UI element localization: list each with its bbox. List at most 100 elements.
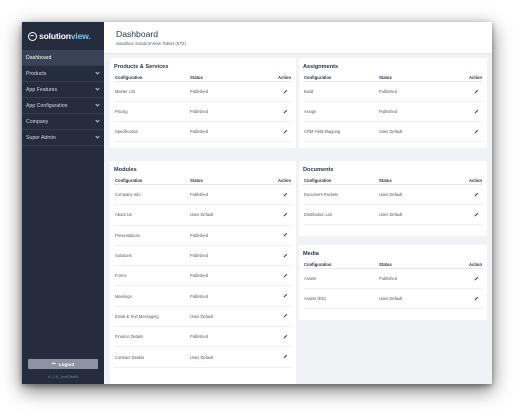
table-row: Document Packets Uses Default — [303, 185, 483, 205]
edit-button[interactable] — [250, 129, 292, 135]
card-title: Assignments — [303, 64, 339, 70]
table-row: About Us Uses Default — [114, 205, 292, 226]
edit-button[interactable] — [250, 273, 292, 279]
table-row: Pricing Published — [114, 102, 292, 122]
sidebar: solutionview. Dashboard Products App Featu… — [22, 22, 104, 384]
edit-button[interactable] — [439, 192, 483, 198]
sidebar-item-dashboard[interactable]: Dashboard — [22, 50, 104, 66]
column-header-configuration: Configuration — [304, 177, 332, 183]
row-configuration: Master List — [115, 89, 136, 94]
edit-button[interactable] — [250, 293, 292, 299]
row-status: Published — [190, 293, 208, 299]
card-media: Media Configuration Status Action Assets Publ… — [299, 245, 487, 320]
row-status: Uses Default — [190, 354, 214, 360]
edit-button[interactable] — [250, 109, 292, 115]
app-version: v1.2.5_1ee52bef4 — [47, 375, 79, 379]
row-status: Published — [190, 273, 208, 279]
card-title: Products & Services — [114, 64, 169, 70]
row-configuration: CRM Field Mapping — [304, 129, 341, 134]
sidebar-nav: Dashboard Products App Features App Configu… — [22, 50, 104, 146]
table-row: Assets Published — [303, 269, 483, 289]
column-header-status: Status — [379, 74, 392, 80]
table-row: Master List Published — [114, 82, 292, 102]
edit-button[interactable] — [439, 109, 483, 115]
table-row: CRM Field Mapping Uses Default — [303, 122, 483, 142]
edit-button[interactable] — [250, 192, 292, 198]
edit-button[interactable] — [250, 313, 292, 319]
card-title: Documents — [303, 167, 334, 173]
table-header: Configuration Status Action — [114, 176, 292, 185]
edit-button[interactable] — [250, 212, 292, 218]
row-status: Uses Default — [190, 212, 214, 218]
column-header-configuration: Configuration — [115, 74, 143, 80]
row-status: Published — [190, 192, 208, 198]
row-configuration: Email & Text Messaging — [115, 313, 159, 319]
brand-logo[interactable]: solutionview. — [22, 22, 104, 50]
table-row: Meetings Published — [114, 286, 292, 307]
table-header: Configuration Status Action — [303, 260, 483, 269]
table-header: Configuration Status Action — [303, 176, 483, 185]
chevron-down-icon — [95, 134, 100, 139]
edit-button[interactable] — [250, 253, 292, 259]
edit-button[interactable] — [250, 232, 292, 238]
sidebar-item-app-configuration[interactable]: App Configuration — [22, 98, 104, 114]
row-status: Uses Default — [379, 192, 403, 197]
pencil-icon — [283, 212, 288, 217]
chevron-down-icon — [95, 86, 100, 91]
pencil-icon — [283, 192, 288, 197]
row-configuration: Presentations — [115, 232, 141, 238]
edit-button[interactable] — [439, 212, 483, 218]
sidebar-item-super-admin[interactable]: Super Admin — [22, 130, 104, 146]
pencil-icon — [283, 293, 288, 298]
edit-button[interactable] — [250, 89, 292, 95]
row-configuration: Solutions — [115, 253, 132, 259]
page-subtitle: Sandbox SolutionView Tablet (572) — [116, 41, 186, 46]
table-row: Build Published — [303, 82, 483, 102]
table-header: Configuration Status Action — [303, 73, 483, 82]
chevron-down-icon — [95, 118, 100, 123]
edit-button[interactable] — [439, 296, 483, 302]
logo-mark-icon — [28, 31, 37, 41]
row-configuration: Finance Details — [115, 334, 144, 340]
logout-icon: ↦ — [51, 361, 56, 367]
logout-label: Logout — [58, 361, 75, 367]
edit-button[interactable] — [439, 89, 483, 95]
row-status: Published — [379, 276, 397, 281]
column-header-configuration: Configuration — [304, 261, 332, 267]
column-header-status: Status — [190, 74, 203, 80]
sidebar-item-label: App Features — [26, 86, 58, 93]
row-status: Published — [190, 89, 208, 94]
column-header-status: Status — [379, 177, 392, 183]
table-row: Solutions Published — [114, 246, 292, 267]
row-configuration: Specification — [115, 129, 139, 134]
table-row: Distribution List Uses Default — [303, 205, 483, 225]
table-row: Company Info Published — [114, 185, 292, 206]
edit-button[interactable] — [439, 276, 483, 282]
row-configuration: Pricing — [115, 109, 128, 114]
row-configuration: Distribution List — [304, 212, 332, 217]
logout-button[interactable]: ↦ Logout — [28, 359, 98, 369]
pencil-icon — [474, 192, 479, 197]
chevron-down-icon — [95, 70, 100, 75]
row-configuration: Assets — [304, 276, 317, 281]
edit-button[interactable] — [250, 334, 292, 340]
table-row: Forms Published — [114, 266, 292, 287]
table-row: Contract Details Uses Default — [114, 347, 292, 368]
main-content: Dashboard Sandbox SolutionView Tablet (5… — [104, 22, 492, 384]
sidebar-item-company[interactable]: Company — [22, 114, 104, 130]
brand-name-accent: view. — [70, 31, 91, 41]
table-row: Assign Published — [303, 102, 483, 122]
sidebar-item-label: Dashboard — [26, 54, 52, 61]
edit-button[interactable] — [439, 129, 483, 135]
column-header-configuration: Configuration — [115, 177, 143, 183]
column-header-action: Action — [468, 74, 482, 80]
edit-button[interactable] — [250, 354, 292, 360]
row-configuration: Document Packets — [304, 192, 339, 197]
row-configuration: Assets (EN) — [304, 296, 326, 301]
pencil-icon — [283, 232, 288, 237]
sidebar-item-app-features[interactable]: App Features — [22, 82, 104, 98]
card-assignments: Assignments Configuration Status Action Buil… — [299, 58, 487, 148]
sidebar-item-products[interactable]: Products — [22, 66, 104, 82]
column-header-action: Action — [468, 177, 482, 183]
sidebar-item-label: Company — [26, 118, 49, 125]
